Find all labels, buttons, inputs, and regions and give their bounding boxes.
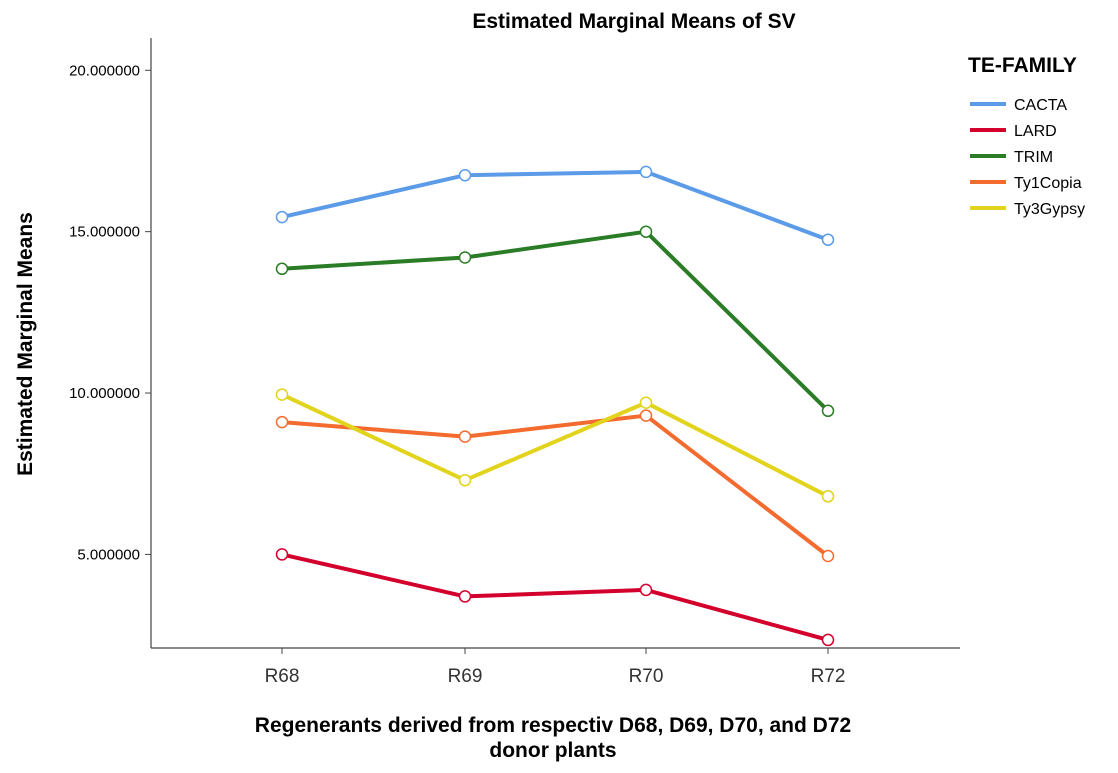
legend-label-lard: LARD bbox=[1014, 123, 1057, 140]
data-point-trim bbox=[821, 404, 835, 418]
legend: CACTA LARD TRIM Ty1Copia Ty3Gypsy bbox=[970, 97, 1085, 218]
series-line-ty3gypsy bbox=[280, 392, 830, 499]
legend-title: TE-FAMILY bbox=[968, 54, 1077, 77]
series-group bbox=[275, 165, 835, 647]
x-axis-label-line-1: Regenerants derived from respectiv D68, … bbox=[255, 714, 851, 737]
x-tick-label: R72 bbox=[811, 666, 846, 687]
x-tick-label: R70 bbox=[629, 666, 664, 687]
y-tick-label: 5.000000 bbox=[77, 546, 140, 563]
series-line-lard bbox=[280, 552, 830, 642]
data-point-lard bbox=[458, 590, 472, 603]
data-point-ty3gypsy bbox=[458, 473, 472, 487]
x-axis-label-line-2: donor plants bbox=[489, 739, 616, 762]
series-line-trim bbox=[280, 229, 830, 413]
y-axis-label: Estimated Marginal Means bbox=[14, 212, 37, 476]
data-point-ty1copia bbox=[275, 415, 289, 429]
data-point-trim bbox=[639, 225, 653, 238]
series-line-ty1copia bbox=[280, 413, 830, 558]
series-cacta bbox=[275, 165, 835, 246]
legend-label-ty1copia: Ty1Copia bbox=[1014, 175, 1082, 192]
chart-title: Estimated Marginal Means of SV bbox=[472, 10, 795, 33]
data-point-trim bbox=[458, 251, 472, 264]
data-point-lard bbox=[639, 583, 653, 597]
data-point-ty3gypsy bbox=[639, 396, 653, 409]
legend-label-ty3gypsy: Ty3Gypsy bbox=[1014, 201, 1085, 218]
data-point-ty3gypsy bbox=[275, 388, 289, 401]
data-point-lard bbox=[821, 633, 835, 647]
data-point-ty1copia bbox=[821, 549, 835, 563]
data-point-ty3gypsy bbox=[821, 490, 835, 503]
y-tick-label: 15.000000 bbox=[69, 224, 140, 241]
data-point-ty1copia bbox=[639, 409, 653, 422]
data-point-ty1copia bbox=[458, 430, 472, 443]
x-tick-group: R68 R69 R70 R72 bbox=[265, 648, 846, 687]
series-ty3gypsy bbox=[275, 388, 835, 503]
series-line-cacta bbox=[280, 169, 830, 242]
y-tick-group: 5.000000 10.000000 15.000000 20.000000 bbox=[69, 62, 151, 563]
y-tick-label: 10.000000 bbox=[69, 385, 140, 402]
x-tick-label: R69 bbox=[448, 666, 483, 687]
series-lard bbox=[275, 548, 835, 647]
data-point-cacta bbox=[275, 210, 289, 224]
series-trim bbox=[275, 225, 835, 418]
data-point-cacta bbox=[458, 168, 472, 182]
data-point-cacta bbox=[821, 233, 835, 246]
legend-label-cacta: CACTA bbox=[1014, 97, 1067, 114]
data-point-cacta bbox=[639, 165, 653, 179]
legend-label-trim: TRIM bbox=[1014, 149, 1053, 166]
y-tick-label: 20.000000 bbox=[69, 62, 140, 79]
x-tick-label: R68 bbox=[265, 666, 300, 687]
data-point-lard bbox=[275, 548, 289, 561]
data-point-trim bbox=[275, 262, 289, 276]
series-ty1copia bbox=[275, 409, 835, 563]
